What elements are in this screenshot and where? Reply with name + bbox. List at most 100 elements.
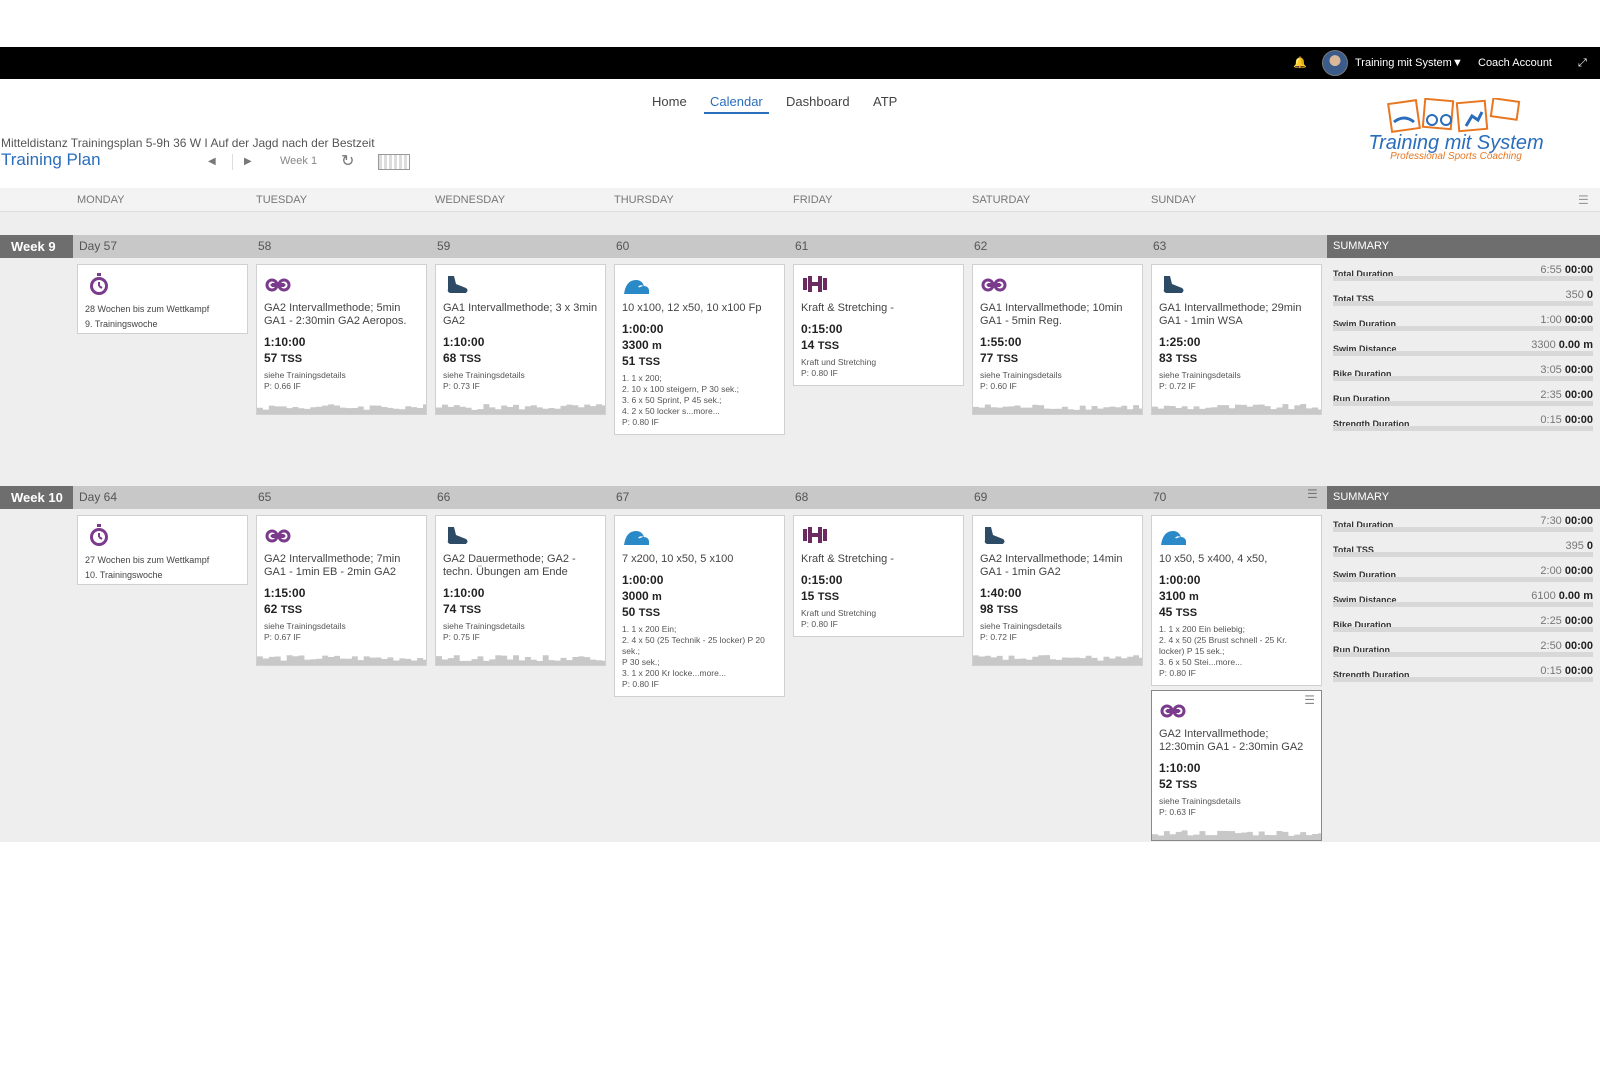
tss-unit: TSS — [459, 604, 482, 616]
tss-value: 14 — [801, 338, 818, 352]
workout-description: siehe Trainingsdetails P: 0.66 IF — [264, 370, 419, 392]
summary-planned: 2:50 — [1540, 640, 1565, 652]
avatar[interactable] — [1322, 50, 1348, 76]
summary-label: Swim Distance — [1333, 344, 1397, 354]
swim-icon — [1161, 531, 1186, 545]
summary-planned: 7:30 — [1540, 515, 1565, 527]
summary-actual: 00:00 — [1564, 389, 1593, 401]
workout-card[interactable]: 10 x50, 5 x400, 4 x50, 1:00:00 3100 m 45 TS… — [1151, 515, 1322, 686]
day-header-thursday: THURSDAY — [614, 194, 674, 206]
summary-value: 395 0 — [1565, 540, 1593, 552]
prev-week-icon[interactable]: ◀ — [208, 156, 216, 167]
bike-icon — [265, 529, 291, 543]
summary-label: Swim Distance — [1333, 595, 1397, 605]
logo-subtitle: Professional Sports Coaching — [1390, 151, 1522, 162]
workout-card[interactable]: GA2 Dauermethode; GA2 - techn. Übungen a… — [435, 515, 606, 666]
tss-unit: TSS — [280, 353, 303, 365]
nav-calendar[interactable]: Calendar — [710, 94, 763, 109]
bike-icon — [265, 278, 291, 292]
workout-type-icon — [980, 523, 1135, 551]
divider — [232, 154, 233, 170]
workout-title: Kraft & Stretching - — [801, 302, 894, 314]
summary-actual: 00:00 — [1564, 264, 1593, 276]
top-bar: 🔔 Training mit System ▼ Coach Account ⤢ — [0, 47, 1600, 79]
workout-step: 2. 4 x 50 (25 Brust schnell - 25 Kr. loc… — [1159, 635, 1288, 656]
workout-duration: 1:10:00 — [264, 335, 306, 349]
summary-actual: 00:00 — [1564, 515, 1593, 527]
workout-card[interactable]: GA2 Intervallmethode; 7min GA1 - 1min EB… — [256, 515, 427, 666]
workout-type-icon — [1159, 698, 1314, 726]
workout-tss: 83 TSS — [1159, 351, 1314, 365]
expand-icon[interactable]: ⤢ — [1578, 57, 1587, 69]
workout-duration: 0:15:00 — [801, 322, 843, 336]
summary-progress-bar — [1333, 426, 1593, 431]
day-number: 62 — [974, 239, 988, 253]
summary-planned: 3300 — [1531, 339, 1559, 351]
workout-step: 2. 10 x 100 steigern, P 30 sek.; — [622, 384, 740, 394]
caret-down-icon[interactable]: ▼ — [1452, 57, 1463, 69]
workout-tss: 50 TSS — [622, 605, 777, 619]
summary-row: Bike Duration 2:25 00:00 — [1327, 609, 1600, 634]
tss-unit: TSS — [1175, 353, 1198, 365]
tss-value: 15 — [801, 589, 818, 603]
summary-row: Total Duration 6:55 00:00 — [1327, 258, 1600, 283]
workout-description: 1. 1 x 200 Ein; 2. 4 x 50 (25 Technik - 2… — [622, 624, 777, 690]
workout-detail-note: siehe Trainingsdetails — [980, 370, 1062, 380]
coach-account-link[interactable]: Coach Account — [1478, 57, 1552, 69]
workout-tss: 77 TSS — [980, 351, 1135, 365]
workout-card[interactable]: GA1 Intervallmethode; 29min GA1 - 1min W… — [1151, 264, 1322, 415]
summary-row: Total TSS 350 0 — [1327, 283, 1600, 308]
summary-value: 2:25 00:00 — [1540, 615, 1593, 627]
card-menu-icon[interactable]: ☰ — [1304, 693, 1315, 707]
tss-unit: TSS — [1175, 607, 1198, 619]
workout-distance: 3100 m — [1159, 589, 1314, 603]
workout-step: 2. 4 x 50 (25 Technik - 25 locker) P 20 … — [622, 635, 765, 656]
week-menu-icon[interactable]: ☰ — [1307, 487, 1318, 501]
workout-card[interactable]: Kraft & Stretching - 0:15:00 14 TSS Kraft u… — [793, 264, 964, 386]
workout-card[interactable]: 27 Wochen bis zum Wettkampf 10. Trainings… — [77, 515, 248, 585]
intensity-factor: P: 0.67 IF — [264, 632, 301, 642]
intensity-factor: P: 0.60 IF — [980, 381, 1017, 391]
summary-row: Swim Duration 2:00 00:00 — [1327, 559, 1600, 584]
workout-card[interactable]: Kraft & Stretching - 0:15:00 15 TSS Kraft u… — [793, 515, 964, 637]
summary-row: Run Duration 2:35 00:00 — [1327, 383, 1600, 408]
plan-subtitle: Mitteldistanz Trainingsplan 5-9h 36 W I … — [1, 136, 375, 150]
tss-unit: TSS — [280, 604, 303, 616]
calendar-icon[interactable] — [378, 154, 410, 170]
workout-detail-note: siehe Trainingsdetails — [264, 621, 346, 631]
workout-duration: 1:10:00 — [443, 586, 485, 600]
workout-type-icon — [801, 523, 956, 551]
menu-icon[interactable]: ☰ — [1578, 193, 1589, 207]
nav-atp[interactable]: ATP — [873, 94, 898, 109]
workout-card[interactable]: GA1 Intervallmethode; 10min GA1 - 5min R… — [972, 264, 1143, 415]
workout-card[interactable]: GA1 Intervallmethode; 3 x 3min GA2 1:10:0… — [435, 264, 606, 415]
next-week-icon[interactable]: ▶ — [244, 156, 252, 167]
workout-card[interactable]: GA2 Intervallmethode; 14min GA1 - 1min G… — [972, 515, 1143, 666]
workout-card[interactable]: 28 Wochen bis zum Wettkampf 9. Trainingsw… — [77, 264, 248, 334]
workout-card[interactable]: ☰ GA2 Intervallmethode; 12:30min GA1 - 2:… — [1151, 690, 1322, 841]
nav-home[interactable]: Home — [652, 94, 687, 109]
workout-title: Kraft & Stretching - — [801, 553, 894, 565]
day-number: 68 — [795, 490, 809, 504]
summary-actual: 00:00 — [1564, 615, 1593, 627]
day-header-sunday: SUNDAY — [1151, 194, 1197, 206]
workout-type-icon — [622, 272, 777, 300]
bike-icon — [1160, 704, 1186, 718]
refresh-icon[interactable]: ↻ — [341, 153, 355, 170]
workout-description: siehe Trainingsdetails P: 0.72 IF — [980, 621, 1135, 643]
summary-actual: 0.00 m — [1558, 590, 1593, 602]
workout-card[interactable]: GA2 Intervallmethode; 5min GA1 - 2:30min… — [256, 264, 427, 415]
summary-value: 2:00 00:00 — [1540, 565, 1593, 577]
summary-value: 1:00 00:00 — [1540, 314, 1593, 326]
summary-actual: 00:00 — [1564, 364, 1593, 376]
workout-card[interactable]: 7 x200, 10 x50, 5 x100 1:00:00 3000 m 50 TS… — [614, 515, 785, 697]
user-menu[interactable]: Training mit System — [1355, 57, 1452, 69]
workout-step: 4. 2 x 50 locker s...more... — [622, 406, 720, 416]
nav-dashboard[interactable]: Dashboard — [786, 94, 850, 109]
week-selector[interactable]: Week 1 — [280, 155, 318, 167]
workout-duration: 1:10:00 — [443, 335, 485, 349]
workout-card[interactable]: 10 x100, 12 x50, 10 x100 Fp 1:00:00 3300 m… — [614, 264, 785, 435]
bell-icon[interactable]: 🔔 — [1293, 57, 1307, 69]
tss-value: 98 — [980, 602, 997, 616]
workout-step: 3. 6 x 50 Sprint, P 45 sek.; — [622, 395, 722, 405]
